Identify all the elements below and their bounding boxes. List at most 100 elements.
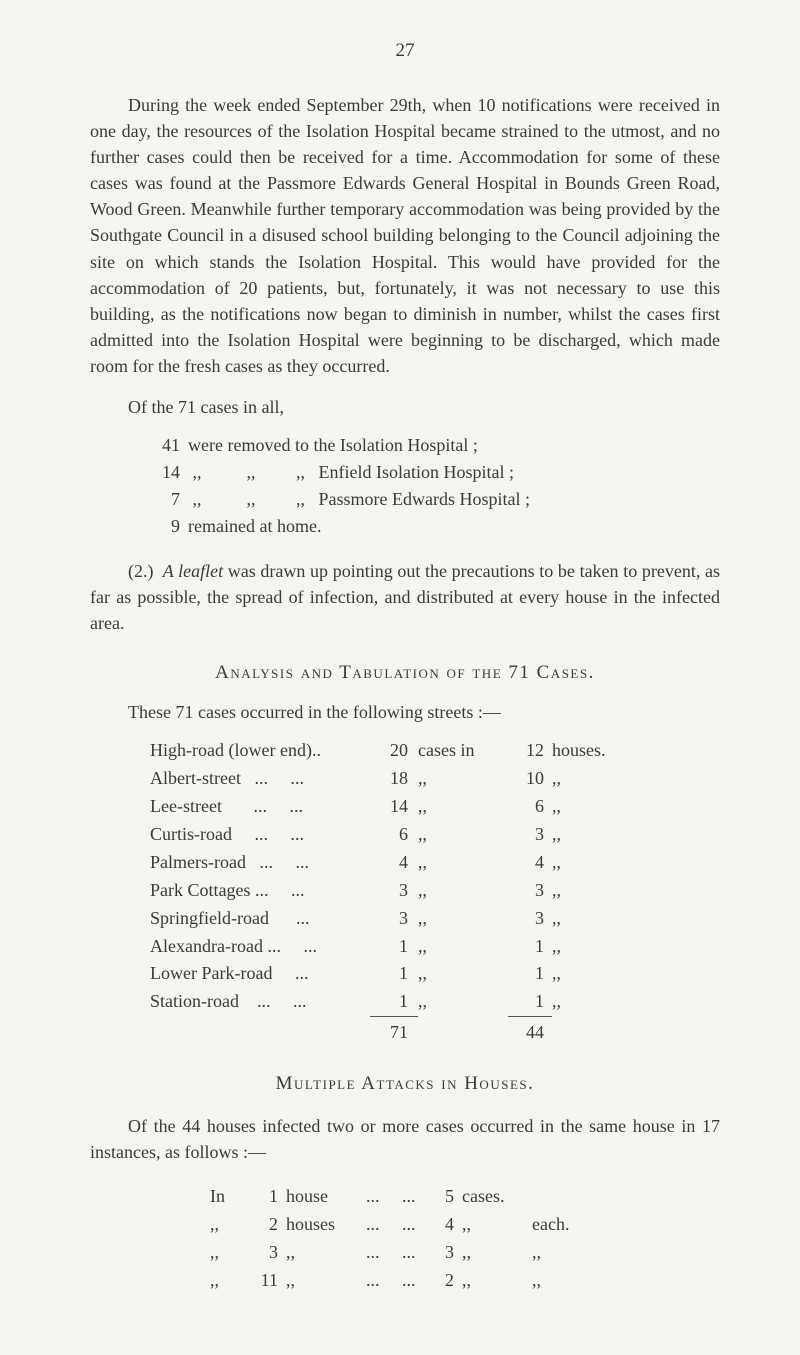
street-houses-label: ,, [552,765,622,793]
street-row: Palmers-road ... ...4,,4,, [150,849,720,877]
street-houses-label: ,, [552,877,622,905]
house-in: ,, [210,1267,248,1295]
house-in: In [210,1183,248,1211]
street-houses-num: 6 [508,793,552,821]
paragraph-2: (2.) A leaflet was drawn up pointing out… [90,558,720,636]
street-houses-label: ,, [552,960,622,988]
street-total-blank3 [552,1016,622,1047]
house-dots: ... ... [366,1183,426,1211]
street-row: Alexandra-road ... ...1,,1,, [150,933,720,961]
heading-analysis: Analysis and Tabulation of the 71 Cases. [90,662,720,684]
street-cases-label: ,, [418,905,508,933]
street-cases-label: ,, [418,793,508,821]
street-row: Curtis-road ... ...6,,3,, [150,821,720,849]
street-count: 20 [370,737,418,765]
street-houses-num: 3 [508,905,552,933]
street-cases-label: ,, [418,849,508,877]
case-number: 7 [150,486,188,513]
house-n: 3 [248,1239,286,1267]
case-number: 9 [150,513,188,540]
street-count: 18 [370,765,418,793]
street-name: Park Cottages ... ... [150,877,370,905]
house-cases-label: ,, [462,1267,532,1295]
house-n: 11 [248,1267,286,1295]
street-houses-label: ,, [552,821,622,849]
house-label: ,, [286,1267,366,1295]
street-name: Lower Park-road ... [150,960,370,988]
heading-multiple: Multiple Attacks in Houses. [90,1073,720,1095]
house-table: In1house... ...5cases.,,2houses... ...4,… [210,1183,720,1295]
street-cases-label: ,, [418,765,508,793]
house-row: ,,3,,... ...3,,,, [210,1239,720,1267]
street-name: Lee-street ... ... [150,793,370,821]
house-cases-n: 5 [426,1183,462,1211]
house-cases-label: ,, [462,1211,532,1239]
paragraph-1: During the week ended September 29th, wh… [90,92,720,379]
house-n: 1 [248,1183,286,1211]
multi-intro: Of the 44 houses infected two or more ca… [90,1113,720,1165]
street-houses-label: ,, [552,933,622,961]
street-count: 3 [370,905,418,933]
street-houses-label: ,, [552,793,622,821]
street-count: 1 [370,988,418,1016]
street-row: Lower Park-road ...1,,1,, [150,960,720,988]
house-label: ,, [286,1239,366,1267]
street-cases-label: ,, [418,821,508,849]
street-houses-num: 3 [508,821,552,849]
street-houses-num: 12 [508,737,552,765]
house-dots: ... ... [366,1239,426,1267]
house-row: In1house... ...5cases. [210,1183,720,1211]
house-cases-n: 3 [426,1239,462,1267]
street-count: 1 [370,960,418,988]
case-text: ,, ,, ,, Passmore Edwards Hospital ; [188,486,720,513]
streets-intro: These 71 cases occurred in the following… [90,702,720,723]
house-row: ,,2houses... ...4,,each. [210,1211,720,1239]
street-name: Springfield-road ... [150,905,370,933]
street-count: 6 [370,821,418,849]
street-cases-label: cases in [418,737,508,765]
street-houses-label: ,, [552,849,622,877]
street-houses-num: 10 [508,765,552,793]
house-each: ,, [532,1267,592,1295]
house-cases-label: ,, [462,1239,532,1267]
street-total-blank [150,1016,370,1047]
house-each: each. [532,1211,592,1239]
street-houses-num: 3 [508,877,552,905]
street-cases-label: ,, [418,877,508,905]
case-row: 41were removed to the Isolation Hospital… [150,432,720,459]
street-total-houses: 44 [508,1016,552,1047]
house-in: ,, [210,1239,248,1267]
street-total-row: 71 44 [150,1016,720,1047]
house-label: house [286,1183,366,1211]
street-row: High-road (lower end)..20cases in12house… [150,737,720,765]
house-n: 2 [248,1211,286,1239]
house-cases-n: 2 [426,1267,462,1295]
street-name: Alexandra-road ... ... [150,933,370,961]
house-label: houses [286,1211,366,1239]
street-count: 14 [370,793,418,821]
page: 27 During the week ended September 29th,… [0,0,800,1355]
street-count: 4 [370,849,418,877]
street-row: Albert-street ... ...18,,10,, [150,765,720,793]
street-count: 3 [370,877,418,905]
page-number: 27 [90,40,720,62]
case-number: 41 [150,432,188,459]
street-name: Albert-street ... ... [150,765,370,793]
street-houses-num: 4 [508,849,552,877]
street-row: Lee-street ... ...14,,6,, [150,793,720,821]
street-name: High-road (lower end).. [150,737,370,765]
case-row: 7 ,, ,, ,, Passmore Edwards Hospital ; [150,486,720,513]
street-houses-num: 1 [508,933,552,961]
street-table: High-road (lower end)..20cases in12house… [150,737,720,1047]
house-dots: ... ... [366,1211,426,1239]
street-total-count: 71 [370,1016,418,1047]
street-houses-label: houses. [552,737,622,765]
para2-italic: A leaflet [163,561,223,581]
house-each [532,1183,592,1211]
case-breakdown: 41were removed to the Isolation Hospital… [150,432,720,540]
case-text: remained at home. [188,513,720,540]
case-text: ,, ,, ,, Enfield Isolation Hospital ; [188,459,720,486]
street-count: 1 [370,933,418,961]
street-cases-label: ,, [418,988,508,1016]
street-houses-label: ,, [552,905,622,933]
